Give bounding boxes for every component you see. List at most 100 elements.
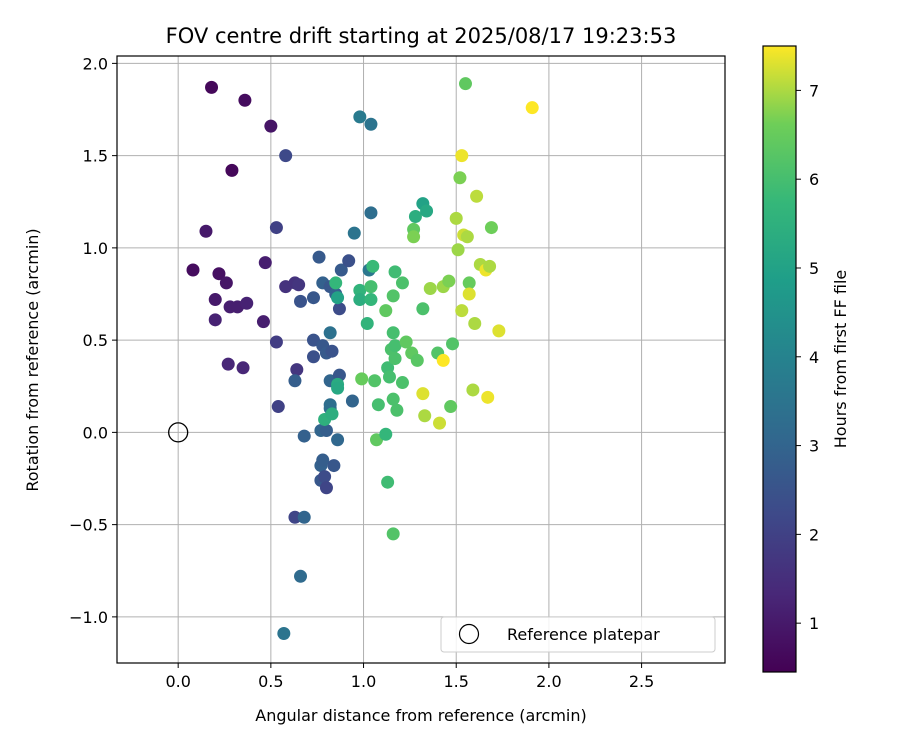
data-point: [407, 230, 421, 244]
data-point: [386, 527, 400, 541]
data-point: [212, 267, 226, 281]
x-tick-label: 1.0: [351, 672, 376, 691]
data-point: [455, 149, 469, 163]
data-point: [332, 302, 346, 316]
data-point: [462, 287, 476, 301]
data-point: [381, 475, 395, 489]
data-point: [446, 337, 460, 351]
data-point: [481, 390, 495, 404]
data-point: [353, 283, 367, 297]
data-point: [186, 263, 200, 277]
data-point: [462, 276, 476, 290]
data-point: [386, 326, 400, 340]
data-point: [379, 304, 393, 318]
data-point: [327, 459, 341, 473]
data-point: [453, 171, 467, 185]
data-point: [525, 101, 539, 115]
data-point: [199, 224, 213, 238]
data-point: [386, 392, 400, 406]
data-point: [410, 353, 424, 367]
data-point: [205, 80, 219, 94]
x-axis-ticks: 0.0 0.5 1.0 1.5 2.0 2.5: [165, 663, 654, 691]
data-point: [306, 350, 320, 364]
data-point: [442, 274, 456, 288]
legend-box: [440, 616, 716, 653]
data-point: [388, 265, 402, 279]
data-point: [395, 276, 409, 290]
data-point: [395, 376, 409, 390]
colorbar-label: Hours from first FF file: [831, 270, 850, 449]
data-point: [416, 302, 430, 316]
data-point: [353, 293, 367, 307]
data-point: [368, 374, 382, 388]
data-point: [408, 210, 422, 224]
data-point: [451, 243, 465, 257]
data-point: [364, 206, 378, 220]
data-point: [366, 259, 380, 273]
data-point: [225, 163, 239, 177]
colorbar-gradient: [762, 45, 797, 673]
data-point: [399, 335, 413, 349]
plot-frame: [116, 55, 726, 664]
y-tick-label: −1.0: [69, 608, 108, 627]
data-point: [331, 381, 345, 395]
data-point: [416, 387, 430, 401]
colorbar-tick-label: 5: [809, 259, 819, 278]
data-point: [269, 335, 283, 349]
data-point: [420, 204, 434, 218]
data-point: [238, 93, 252, 107]
legend-entry-reference: Reference platepar: [507, 625, 660, 644]
data-point: [388, 352, 402, 366]
colorbar-tick-label: 1: [809, 614, 819, 633]
data-point: [444, 400, 458, 414]
data-point: [347, 226, 361, 240]
data-point: [277, 626, 291, 640]
data-point: [353, 110, 367, 124]
data-point: [355, 372, 369, 386]
y-axis-ticks: −1.0 −0.5 0.0 0.5 1.0 1.5 2.0: [69, 54, 117, 627]
y-tick-label: 0.5: [83, 331, 108, 350]
data-point: [323, 326, 337, 340]
data-point: [449, 211, 463, 225]
y-tick-label: 2.0: [83, 54, 108, 73]
data-point: [329, 276, 343, 290]
y-tick-label: 1.0: [83, 239, 108, 258]
colorbar-tick-label: 6: [809, 170, 819, 189]
data-point: [460, 230, 474, 244]
data-point: [316, 453, 330, 467]
data-point: [364, 293, 378, 307]
data-point: [331, 291, 345, 305]
y-tick-label: 1.5: [83, 147, 108, 166]
colorbar-tick-label: 3: [809, 437, 819, 456]
data-point: [294, 569, 308, 583]
colorbar-ticks: 1 2 3 4 5 6 7: [796, 81, 819, 633]
data-point: [297, 429, 311, 443]
chart-title: FOV centre drift starting at 2025/08/17 …: [166, 24, 677, 48]
colorbar-tick-label: 2: [809, 525, 819, 544]
data-point: [455, 304, 469, 318]
data-point: [382, 370, 396, 384]
data-point: [297, 510, 311, 524]
data-point: [288, 374, 302, 388]
x-tick-label: 1.5: [443, 672, 468, 691]
data-point: [484, 221, 498, 235]
data-point: [325, 344, 339, 358]
data-point: [334, 263, 348, 277]
data-point: [312, 250, 326, 264]
data-point: [468, 317, 482, 331]
data-point: [264, 119, 278, 133]
data-point: [208, 293, 222, 307]
data-point: [458, 77, 472, 91]
x-tick-label: 0.5: [258, 672, 283, 691]
data-point: [240, 296, 254, 310]
legend-marker-reference: [458, 623, 480, 645]
legend: Reference platepar: [440, 616, 716, 653]
data-point: [290, 363, 304, 377]
data-point: [269, 221, 283, 235]
data-point: [492, 324, 506, 338]
data-point: [288, 510, 302, 524]
data-point: [418, 409, 432, 423]
reference-platepar-marker: [168, 422, 189, 443]
grid: [117, 56, 725, 663]
x-tick-label: 2.5: [629, 672, 654, 691]
